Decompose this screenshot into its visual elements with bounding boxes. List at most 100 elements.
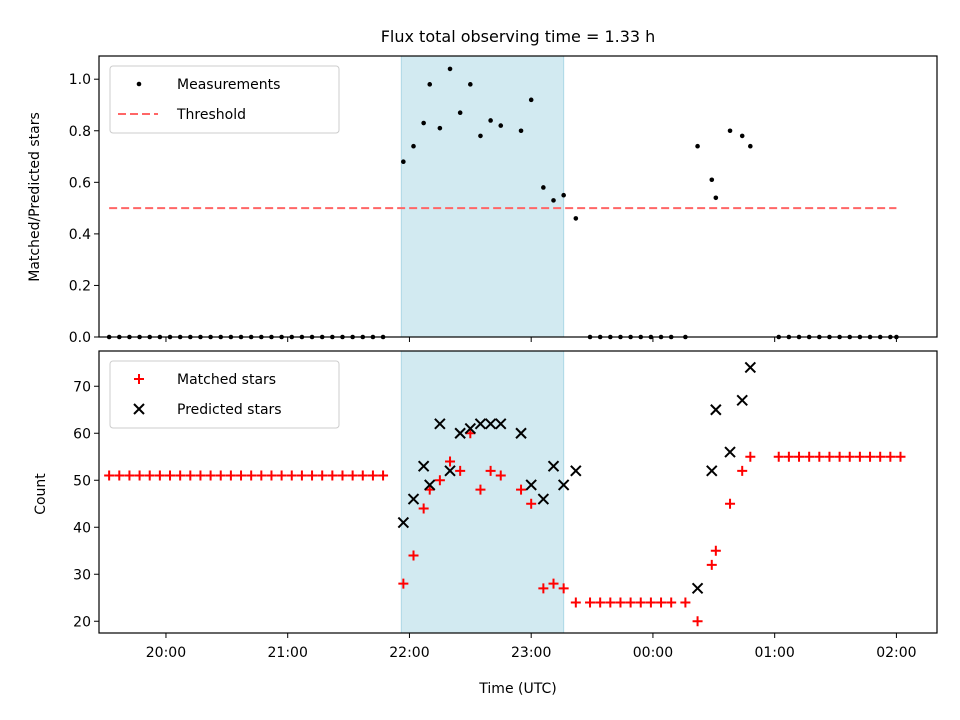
matched-star-point	[418, 503, 429, 514]
predicted-star-point	[537, 493, 550, 505]
measurement-point	[518, 128, 524, 134]
legend-box	[109, 65, 340, 134]
predicted-star-point	[570, 465, 582, 477]
axes-frame	[98, 350, 938, 634]
matched-star-point	[834, 451, 845, 462]
matched-star-point	[615, 597, 626, 608]
measurement-point	[427, 82, 433, 87]
measurement-point	[541, 185, 546, 190]
matched-star-point	[570, 597, 581, 608]
y-tick-label: 1.0	[69, 72, 91, 88]
matched-star-point	[144, 470, 155, 481]
matched-star-point	[804, 451, 815, 462]
matched-star-point	[205, 470, 216, 481]
matched-star-point	[885, 451, 896, 462]
series-matched-stars	[104, 428, 906, 627]
top-ylabel: Matched/Predicted stars	[27, 112, 43, 282]
measurement-point	[411, 143, 416, 149]
matched-star-point	[215, 470, 226, 481]
matched-star-point	[737, 465, 748, 476]
matched-star-point	[645, 597, 656, 608]
matched-star-point	[656, 597, 667, 608]
matched-star-point	[266, 470, 277, 481]
matched-star-point	[185, 470, 196, 481]
predicted-star-point	[444, 465, 456, 477]
matched-star-point	[824, 451, 835, 462]
matched-star-point	[124, 470, 135, 481]
matched-star-point	[516, 484, 527, 495]
legend: Matched stars Predicted stars	[109, 360, 340, 429]
matched-star-point	[706, 559, 717, 570]
predicted-star-point	[454, 427, 466, 439]
matched-star-point	[485, 465, 496, 476]
matched-star-point	[865, 451, 876, 462]
matched-star-point	[276, 470, 287, 481]
matched-star-point	[296, 470, 307, 481]
predicted-star-point	[525, 479, 537, 491]
legend-matched-marker	[134, 374, 144, 384]
matched-star-point	[434, 475, 445, 486]
matched-star-point	[585, 597, 596, 608]
predicted-star-point	[484, 418, 497, 430]
series-predicted-stars	[397, 361, 757, 595]
measurement-point	[478, 133, 483, 139]
legend: Measurements Threshold	[109, 65, 340, 134]
top-axes: 0.0 0.2 0.4 0.6 0.8 1.0 Measurements Threshold	[69, 55, 938, 346]
matched-star-point	[814, 451, 825, 462]
measurement-point	[421, 120, 426, 126]
xlabel: Time (UTC)	[478, 681, 556, 697]
x-tick-label: 02:00	[876, 645, 916, 661]
matched-star-point	[526, 498, 537, 509]
observing-window-span	[400, 350, 565, 634]
x-tick-label: 20:00	[146, 645, 186, 661]
matched-star-point	[773, 451, 784, 462]
matched-star-point	[195, 470, 206, 481]
series-measurements	[106, 66, 899, 340]
matched-star-point	[692, 616, 703, 627]
legend-label: Matched stars	[177, 372, 276, 388]
matched-star-point	[175, 470, 186, 481]
measurement-point	[551, 198, 556, 203]
predicted-star-point	[691, 582, 704, 595]
measurement-point	[695, 143, 700, 149]
matched-star-point	[246, 470, 257, 481]
y-tick-label: 60	[73, 426, 91, 442]
predicted-star-point	[495, 418, 507, 430]
matched-star-point	[783, 451, 794, 462]
bottom-ylabel: Count	[33, 473, 49, 515]
measurement-point	[561, 192, 566, 198]
matched-star-point	[357, 470, 368, 481]
legend-label: Threshold	[176, 107, 246, 123]
matched-star-point	[134, 470, 145, 481]
matched-star-point	[710, 545, 721, 556]
x-tick-label: 21:00	[268, 645, 308, 661]
matched-star-point	[327, 470, 338, 481]
legend-box	[109, 360, 340, 429]
predicted-star-point	[464, 422, 477, 435]
matched-star-point	[455, 465, 466, 476]
y-tick-label: 0.8	[69, 124, 91, 140]
matched-star-point	[680, 597, 691, 608]
predicted-star-point	[434, 418, 446, 430]
matched-star-point	[256, 470, 267, 481]
measurement-point	[739, 133, 745, 139]
y-tick-label: 0.0	[69, 330, 91, 346]
measurement-point	[457, 110, 463, 116]
measurement-point	[727, 128, 733, 134]
y-tick-label: 30	[73, 567, 91, 583]
matched-star-point	[165, 470, 176, 481]
predicted-star-point	[724, 446, 736, 458]
y-tick-label: 50	[73, 473, 91, 489]
y-tick-label: 20	[73, 614, 91, 630]
matched-star-point	[307, 470, 318, 481]
axes-frame	[98, 55, 938, 338]
y-tick-label: 0.6	[69, 175, 91, 191]
matched-star-point	[236, 470, 247, 481]
legend-measurement-marker	[136, 81, 142, 87]
predicted-star-point	[424, 479, 436, 491]
measurement-point	[498, 123, 504, 128]
observing-window-span	[400, 55, 565, 338]
legend-predicted-marker	[133, 403, 145, 415]
bottom-axes: 20 30 40 50 60 70 20:00 21:00 22:00 23:00 00:00 01:…	[73, 350, 938, 661]
matched-star-point	[538, 583, 549, 594]
